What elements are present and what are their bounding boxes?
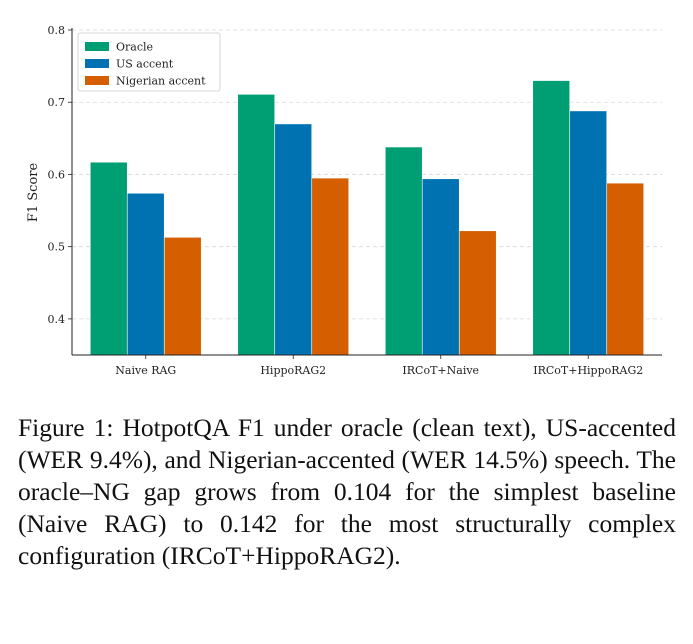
legend-entry: Nigerian accent: [116, 75, 206, 88]
bars: [89, 80, 645, 356]
y-tick-label: 0.7: [48, 96, 66, 109]
bar-us-accent: [421, 178, 460, 356]
y-axis-label: F1 Score: [26, 163, 41, 223]
bar-oracle: [532, 80, 571, 356]
y-tick-label: 0.8: [48, 24, 66, 37]
bar-us-accent: [126, 192, 165, 356]
bar-us-accent: [569, 110, 608, 356]
bar-us-accent: [274, 123, 313, 356]
x-tick-label: IRCoT+HippoRAG2: [533, 364, 643, 377]
x-tick-label: HippoRAG2: [260, 364, 326, 377]
bar-chart: 0.4 0.5 0.6 0.7 0.8 Naive RAG HippoRAG2 IRCoT+N…: [26, 24, 662, 377]
legend-swatch: [85, 42, 109, 51]
y-tick-label: 0.5: [48, 241, 66, 254]
bar-nigerian-accent: [311, 177, 350, 356]
bar-oracle: [384, 146, 423, 356]
x-tick-label: IRCoT+Naive: [402, 364, 479, 377]
bar-oracle: [89, 161, 128, 356]
figure-caption: Figure 1: HotpotQA F1 under oracle (clea…: [18, 413, 676, 570]
y-tick-label: 0.4: [48, 313, 66, 326]
legend-swatch: [85, 59, 109, 68]
axes: 0.4 0.5 0.6 0.7 0.8 Naive RAG HippoRAG2 IRCoT+N…: [26, 24, 662, 377]
legend-swatch: [85, 76, 109, 85]
bar-nigerian-accent: [163, 236, 202, 356]
bar-oracle: [237, 93, 276, 356]
y-tick-label: 0.6: [48, 168, 66, 181]
legend: Oracle US accent Nigerian accent: [77, 32, 221, 92]
legend-entry: Oracle: [116, 41, 153, 54]
x-tick-label: Naive RAG: [115, 364, 176, 377]
legend-box: [77, 32, 221, 92]
bar-nigerian-accent: [606, 182, 645, 356]
bar-nigerian-accent: [458, 230, 497, 356]
legend-entry: US accent: [116, 58, 174, 71]
